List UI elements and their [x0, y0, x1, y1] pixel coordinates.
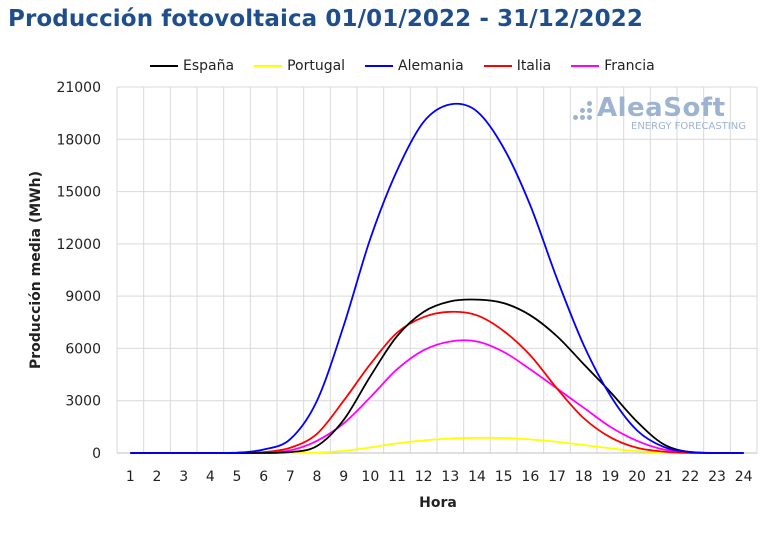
- x-tick-label: 9: [339, 469, 348, 485]
- x-tick-label: 8: [313, 469, 322, 485]
- logo-tagline: ENERGY FORECASTING: [631, 121, 746, 132]
- x-tick-label: 5: [233, 469, 242, 485]
- x-tick-label: 16: [521, 469, 539, 485]
- logo-dots-icon: [573, 100, 595, 123]
- x-tick-label: 14: [468, 469, 486, 485]
- x-tick-label: 21: [655, 469, 673, 485]
- x-tick-label: 13: [441, 469, 459, 485]
- x-tick-label: 23: [708, 469, 726, 485]
- legend-label: Francia: [604, 58, 655, 74]
- x-tick-label: 20: [628, 469, 646, 485]
- x-tick-label: 6: [259, 469, 268, 485]
- y-tick-label: 3000: [65, 394, 101, 410]
- legend-label: España: [183, 58, 235, 74]
- legend-label: Alemania: [398, 58, 464, 74]
- y-tick-label: 18000: [56, 132, 101, 148]
- legend-item: Alemania: [365, 58, 464, 74]
- y-tick-label: 0: [92, 446, 101, 462]
- y-tick-label: 15000: [56, 185, 101, 201]
- x-tick-label: 17: [548, 469, 566, 485]
- logo-text: AleaSoft: [597, 93, 726, 123]
- y-tick-label: 12000: [56, 237, 101, 253]
- legend-swatch: [254, 65, 283, 67]
- y-axis-title: Producción media (MWh): [28, 171, 44, 369]
- legend-item: Francia: [571, 58, 655, 74]
- x-axis-title: Hora: [419, 495, 457, 511]
- series-lines: [130, 102, 744, 454]
- grid-lines: [116, 86, 758, 454]
- x-tick-label: 12: [415, 469, 433, 485]
- x-tick-label: 15: [495, 469, 513, 485]
- x-tick-label: 19: [601, 469, 619, 485]
- legend-label: Portugal: [287, 58, 346, 74]
- x-tick-label: 24: [735, 469, 753, 485]
- legend-swatch: [150, 65, 178, 67]
- legend-item: Italia: [483, 58, 552, 74]
- x-tick-label: 11: [388, 469, 406, 485]
- series-line-alemania: [130, 102, 744, 454]
- legend-swatch: [365, 65, 394, 67]
- legend-item: España: [150, 58, 234, 74]
- chart-title: Producción fotovoltaica 01/01/2022 - 31/…: [8, 6, 643, 32]
- y-tick-label: 6000: [65, 341, 101, 357]
- x-tick-label: 1: [126, 469, 135, 485]
- x-tick-label: 7: [286, 469, 295, 485]
- x-tick-label: 18: [575, 469, 593, 485]
- x-tick-label: 22: [681, 469, 699, 485]
- y-tick-label: 21000: [56, 80, 101, 96]
- aleasoft-logo: AleaSoft ENERGY FORECASTING: [573, 93, 746, 132]
- x-tick-label: 3: [179, 469, 188, 485]
- legend-item: Portugal: [254, 58, 345, 74]
- legend-swatch: [483, 65, 512, 67]
- legend-label: Italia: [516, 58, 552, 74]
- legend-swatch: [571, 65, 600, 67]
- x-tick-label: 4: [206, 469, 215, 485]
- y-tick-label: 9000: [65, 289, 101, 305]
- chart-legend: España Portugal Alemania Italia Francia: [150, 58, 655, 74]
- x-tick-label: 2: [153, 469, 162, 485]
- x-tick-label: 10: [361, 469, 379, 485]
